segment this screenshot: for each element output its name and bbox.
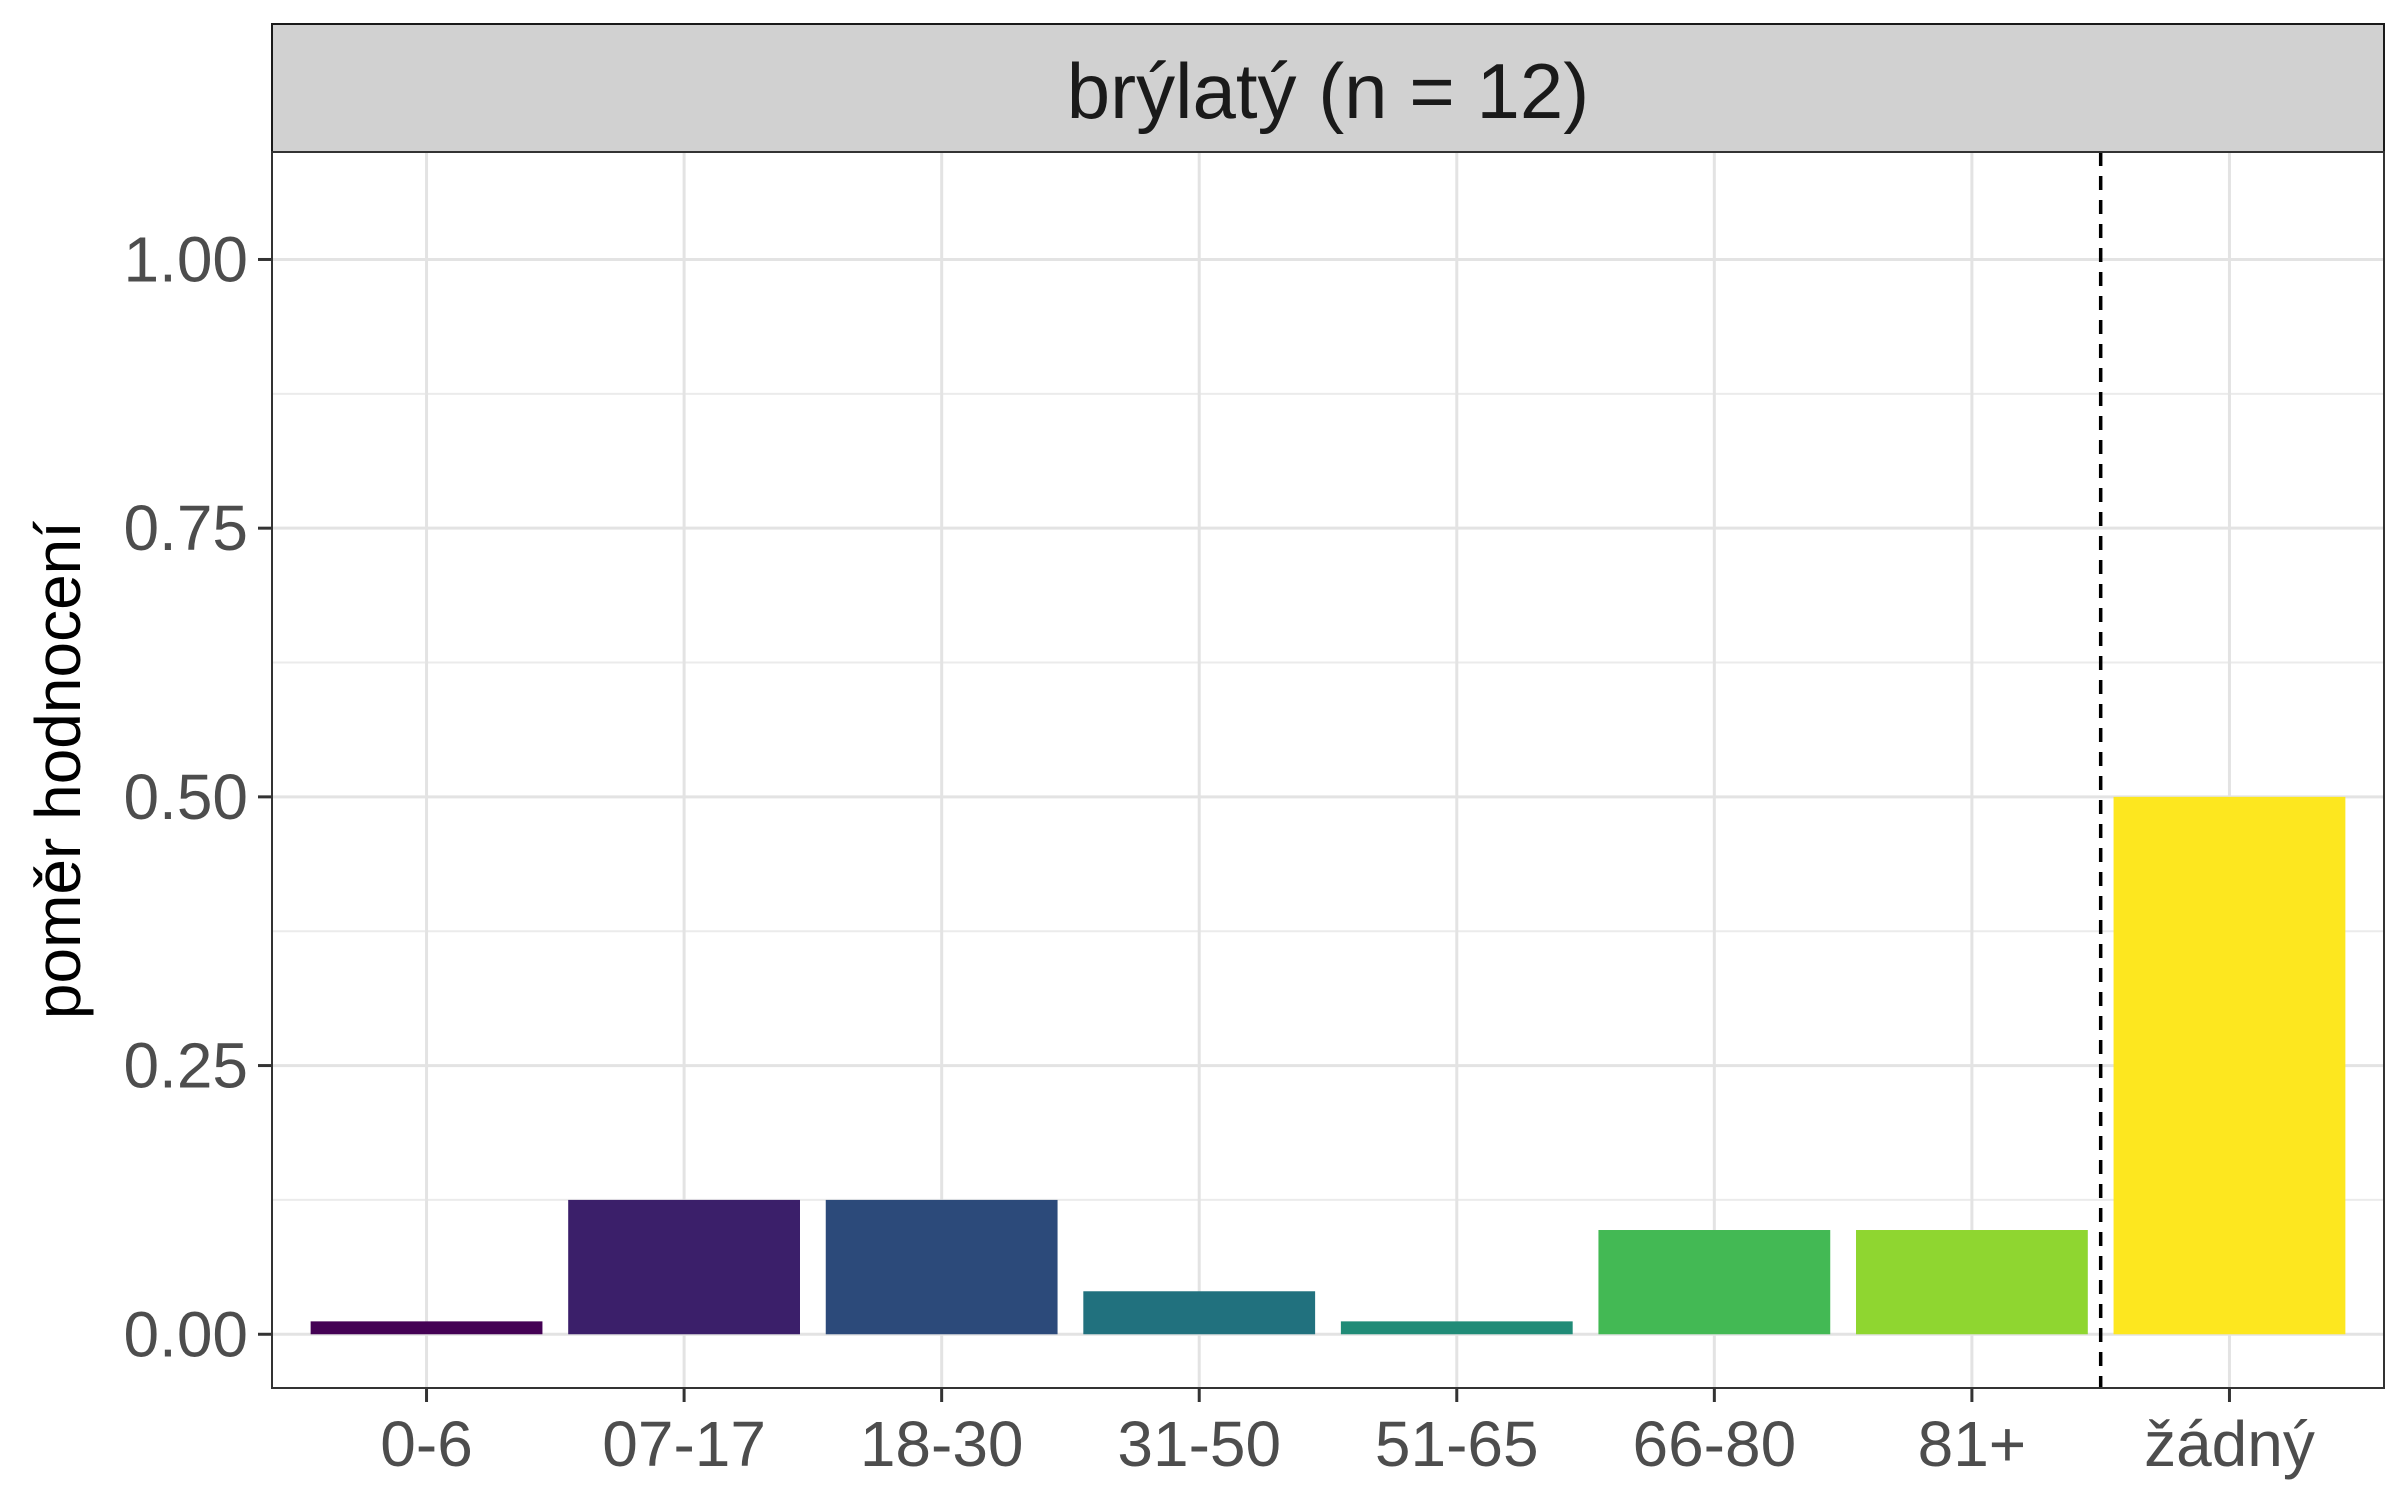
bar-0-6 bbox=[310, 1321, 543, 1335]
facet-title: brýlatý (n = 12) bbox=[1067, 47, 1589, 135]
x-tick-label: 31-50 bbox=[1117, 1408, 1281, 1480]
x-tick-label: 07-17 bbox=[602, 1408, 766, 1480]
strip-background bbox=[271, 23, 2385, 153]
grid-lines bbox=[272, 152, 2384, 1388]
bars bbox=[310, 796, 2346, 1335]
x-tick-label: 0-6 bbox=[380, 1408, 473, 1480]
y-tick-label: 1.00 bbox=[123, 223, 248, 295]
bar-66-80 bbox=[1598, 1230, 1831, 1335]
bar-žádný bbox=[2113, 796, 2346, 1335]
y-tick-label: 0.25 bbox=[123, 1030, 248, 1102]
x-tick-label: 51-65 bbox=[1375, 1408, 1539, 1480]
bar-18-30 bbox=[825, 1199, 1058, 1335]
x-tick-label: 18-30 bbox=[860, 1408, 1024, 1480]
x-tick-label: žádný bbox=[2144, 1408, 2315, 1480]
bar-81+ bbox=[1856, 1230, 2088, 1335]
x-tick-label: 81+ bbox=[1918, 1408, 2027, 1480]
plot-panel bbox=[272, 152, 2384, 1388]
panel-border bbox=[271, 151, 2385, 1389]
bar-31-50 bbox=[1083, 1291, 1316, 1335]
axes: 0.00 0.25 0.50 0.75 1.00 0-6 07-17 18-30 31-50 51… bbox=[123, 223, 2314, 1480]
y-axis-title: poměr hodnocení bbox=[22, 521, 94, 1019]
y-tick-label: 0.75 bbox=[123, 492, 248, 564]
bar-07-17 bbox=[568, 1199, 800, 1335]
y-tick-label: 0.00 bbox=[123, 1298, 248, 1370]
bar-51-65 bbox=[1340, 1321, 1573, 1335]
x-tick-label: 66-80 bbox=[1632, 1408, 1796, 1480]
y-tick-label: 0.50 bbox=[123, 761, 248, 833]
